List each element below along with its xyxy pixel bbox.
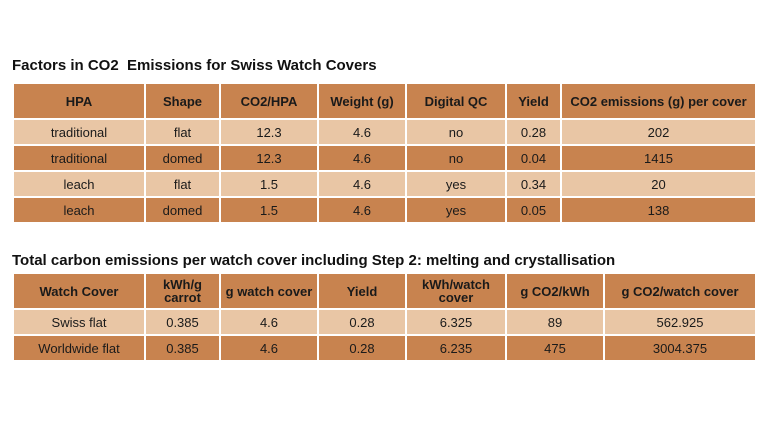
table-cell: 1.5 [219, 170, 319, 198]
table-cell: 6.325 [405, 308, 507, 336]
table-cell: yes [405, 170, 507, 198]
table-cell: no [405, 118, 507, 146]
table-cell: domed [144, 196, 221, 224]
table-cell: 89 [505, 308, 605, 336]
table1-title: Factors in CO2 Emissions for Swiss Watch… [12, 57, 377, 74]
table-cell: domed [144, 144, 221, 172]
table-cell: 4.6 [317, 144, 407, 172]
table-cell: 562.925 [603, 308, 757, 336]
header-cell: g CO2/kWh [505, 272, 605, 310]
table-cell: 0.04 [505, 144, 562, 172]
table-row: leach flat 1.5 4.6 yes 0.34 20 [12, 170, 757, 198]
table-cell: leach [12, 196, 146, 224]
table-cell: 0.34 [505, 170, 562, 198]
table-cell: yes [405, 196, 507, 224]
table-cell: leach [12, 170, 146, 198]
header-cell: g watch cover [219, 272, 319, 310]
table-cell: 0.28 [317, 334, 407, 362]
table-cell: 4.6 [219, 308, 319, 336]
table2-title: Total carbon emissions per watch cover i… [12, 252, 616, 269]
table-cell: 4.6 [317, 170, 407, 198]
table-cell: traditional [12, 144, 146, 172]
co2-factors-table: HPA Shape CO2/HPA Weight (g) Digital QC … [12, 82, 757, 224]
table-cell: 202 [560, 118, 757, 146]
header-cell: g CO2/watch cover [603, 272, 757, 310]
table-cell: no [405, 144, 507, 172]
table-cell: 0.05 [505, 196, 562, 224]
table-cell: 1415 [560, 144, 757, 172]
header-cell: HPA [12, 82, 146, 120]
header-cell: kWh/g carrot [144, 272, 221, 310]
table-cell: 0.385 [144, 334, 221, 362]
table-cell: traditional [12, 118, 146, 146]
table-cell: 0.385 [144, 308, 221, 336]
header-cell: Watch Cover [12, 272, 146, 310]
table-row: leach domed 1.5 4.6 yes 0.05 138 [12, 196, 757, 224]
table-cell: 3004.375 [603, 334, 757, 362]
header-cell: Shape [144, 82, 221, 120]
table-row: traditional domed 12.3 4.6 no 0.04 1415 [12, 144, 757, 172]
table-cell: 0.28 [317, 308, 407, 336]
table-row: traditional flat 12.3 4.6 no 0.28 202 [12, 118, 757, 146]
table-cell: 6.235 [405, 334, 507, 362]
table-cell: 0.28 [505, 118, 562, 146]
table-cell: flat [144, 118, 221, 146]
header-cell: kWh/watch cover [405, 272, 507, 310]
header-cell: Digital QC [405, 82, 507, 120]
table-cell: 1.5 [219, 196, 319, 224]
table-cell: Swiss flat [12, 308, 146, 336]
header-cell: CO2/HPA [219, 82, 319, 120]
table-cell: 20 [560, 170, 757, 198]
table-row: Swiss flat 0.385 4.6 0.28 6.325 89 562.9… [12, 308, 757, 336]
table-cell: 12.3 [219, 144, 319, 172]
table-cell: 475 [505, 334, 605, 362]
total-emissions-table: Watch Cover kWh/g carrot g watch cover Y… [12, 272, 757, 362]
table-cell: 4.6 [317, 196, 407, 224]
table-cell: 4.6 [317, 118, 407, 146]
header-cell: CO2 emissions (g) per cover [560, 82, 757, 120]
table-cell: Worldwide flat [12, 334, 146, 362]
table-row: Worldwide flat 0.385 4.6 0.28 6.235 475 … [12, 334, 757, 362]
table-cell: 12.3 [219, 118, 319, 146]
table-cell: flat [144, 170, 221, 198]
table-cell: 4.6 [219, 334, 319, 362]
table-header-row: Watch Cover kWh/g carrot g watch cover Y… [12, 272, 757, 310]
header-cell: Yield [505, 82, 562, 120]
table-cell: 138 [560, 196, 757, 224]
header-cell: Yield [317, 272, 407, 310]
table-header-row: HPA Shape CO2/HPA Weight (g) Digital QC … [12, 82, 757, 120]
header-cell: Weight (g) [317, 82, 407, 120]
